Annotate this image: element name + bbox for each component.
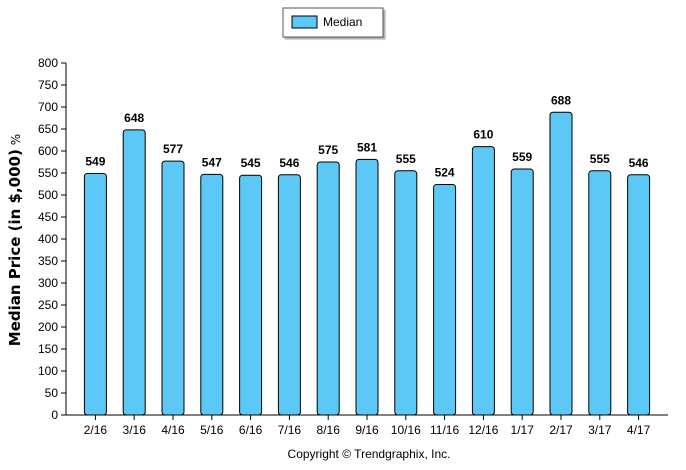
data-label: 545 [241,156,261,170]
y-axis-label: Median Price (in $,000)% [6,134,24,346]
legend-label: Median [323,15,362,29]
data-label: 581 [357,140,377,154]
bar-3-16 [122,129,146,416]
bar-8-16 [316,161,340,416]
bar-4-16 [161,160,185,416]
data-label: 610 [473,128,493,142]
y-tick-label: 800 [38,56,58,70]
x-tick-label: 3/16 [123,423,147,437]
bar-2-17 [549,111,573,416]
y-tick-label: 600 [38,144,58,158]
bar-12-16 [471,146,495,416]
bar-6-16 [239,174,263,416]
y-axis-label-suffix: % [9,134,23,145]
y-tick-label: 50 [45,386,59,400]
data-label: 555 [396,152,416,166]
bar-1-17 [510,168,534,416]
bar-4-17 [627,174,651,416]
x-tick-label: 8/16 [317,423,341,437]
data-label: 559 [512,150,532,164]
bar-11-16 [433,183,457,416]
x-ticks: 2/16 3/16 4/16 5/16 6/16 7/16 8/16 9/16 10/16 11/… [84,415,651,437]
y-tick-label: 150 [38,342,58,356]
x-tick-label: 12/16 [468,423,498,437]
y-tick-label: 300 [38,276,58,290]
copyright-text: Copyright © Trendgraphix, Inc. [288,447,451,461]
y-tick-label: 700 [38,100,58,114]
y-ticks: 0 50 100 150 200 250 300 350 400 450 500 550 600 650 7… [38,56,66,422]
data-label: 547 [202,155,222,169]
bar-2-16 [83,172,107,416]
data-label: 546 [279,156,299,170]
data-label: 688 [551,93,571,107]
x-tick-label: 2/16 [84,423,108,437]
legend: Median [282,7,384,38]
x-tick-label: 6/16 [239,423,263,437]
data-label: 555 [590,152,610,166]
data-label: 648 [124,111,144,125]
x-tick-label: 3/17 [588,423,612,437]
y-tick-label: 250 [38,298,58,312]
y-tick-label: 750 [38,78,58,92]
bar-5-16 [200,173,224,416]
data-label: 549 [85,154,105,168]
y-tick-label: 200 [38,320,58,334]
x-tick-label: 9/16 [355,423,379,437]
y-tick-label: 500 [38,188,58,202]
data-label: 524 [435,165,455,179]
x-tick-label: 4/16 [161,423,185,437]
y-tick-label: 0 [51,408,58,422]
bar-3-17 [588,170,612,416]
y-tick-label: 650 [38,122,58,136]
y-axis-label-text: Median Price (in $,000) [6,149,24,346]
y-tick-label: 400 [38,232,58,246]
x-tick-label: 5/16 [200,423,224,437]
bar-9-16 [355,158,379,416]
x-tick-label: 1/17 [511,423,535,437]
bar-7-16 [277,174,301,416]
x-tick-label: 10/16 [391,423,421,437]
y-tick-label: 450 [38,210,58,224]
bar-10-16 [394,170,418,416]
x-tick-label: 4/17 [627,423,651,437]
x-tick-label: 2/17 [549,423,573,437]
y-tick-label: 100 [38,364,58,378]
y-tick-label: 550 [38,166,58,180]
y-tick-label: 350 [38,254,58,268]
data-label: 546 [629,156,649,170]
bars: 549 648 577 547 545 546 575 581 555 524 610 559 688 5… [83,93,651,416]
data-label: 575 [318,143,338,157]
x-tick-label: 7/16 [278,423,302,437]
x-tick-label: 11/16 [430,423,459,437]
data-label: 577 [163,142,183,156]
legend-swatch [291,15,318,29]
